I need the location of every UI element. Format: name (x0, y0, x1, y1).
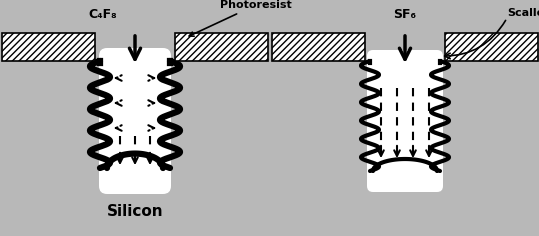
FancyBboxPatch shape (367, 50, 443, 192)
Text: Photoresist: Photoresist (189, 0, 292, 36)
Bar (373, 59, 437, 178)
Bar (272, 33, 365, 61)
Text: Scallop: Scallop (507, 8, 539, 18)
Bar (175, 33, 268, 61)
Text: SF₆: SF₆ (393, 8, 417, 21)
Bar (2, 33, 95, 61)
FancyBboxPatch shape (99, 48, 171, 194)
Text: C₄F₈: C₄F₈ (89, 8, 118, 21)
Text: Silicon: Silicon (107, 203, 163, 219)
Bar (445, 33, 538, 61)
Bar (107, 59, 163, 176)
